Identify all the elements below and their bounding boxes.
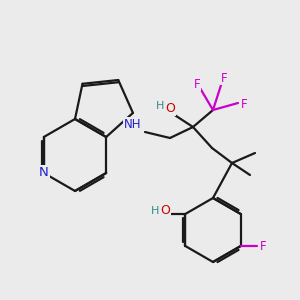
Text: F: F	[221, 71, 227, 85]
Text: N: N	[39, 167, 49, 179]
Text: H: H	[151, 206, 160, 216]
Text: F: F	[260, 239, 266, 253]
Text: F: F	[241, 98, 247, 112]
Text: O: O	[160, 205, 170, 218]
Text: NH: NH	[124, 118, 142, 131]
Text: F: F	[194, 77, 200, 91]
Text: O: O	[165, 101, 175, 115]
Text: H: H	[156, 101, 164, 111]
